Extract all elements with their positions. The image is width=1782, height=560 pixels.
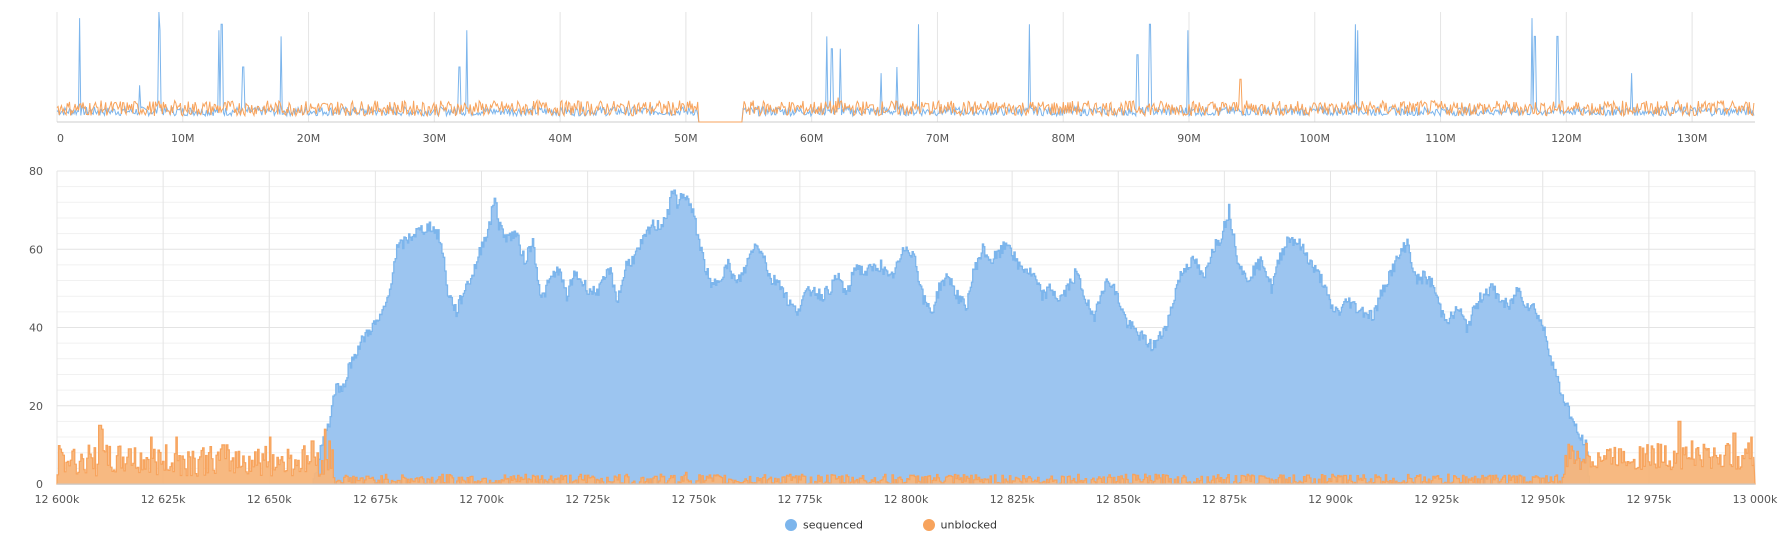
overview-x-tick-label: 70M (926, 132, 950, 145)
detail-y-tick-label: 60 (29, 243, 43, 256)
detail-x-tick-label: 12 775k (777, 493, 822, 506)
detail-x-tick-label: 12 725k (565, 493, 610, 506)
detail-x-tick-label: 12 825k (990, 493, 1035, 506)
overview-x-tick-label: 60M (800, 132, 824, 145)
legend-item-sequenced[interactable]: sequenced (785, 518, 863, 532)
overview-x-tick-label: 110M (1425, 132, 1456, 145)
detail-y-tick-label: 40 (29, 322, 43, 335)
detail-y-tick-label: 80 (29, 165, 43, 178)
detail-x-tick-label: 12 600k (35, 493, 80, 506)
overview-x-tick-label: 80M (1051, 132, 1075, 145)
detail-x-tick-label: 12 975k (1626, 493, 1671, 506)
detail-x-tick-label: 12 700k (459, 493, 504, 506)
detail-x-tick-label: 12 800k (884, 493, 929, 506)
overview-x-tick-label: 0 (57, 132, 64, 145)
legend-item-unblocked[interactable]: unblocked (922, 518, 998, 532)
detail-x-tick-label: 12 750k (671, 493, 716, 506)
detail-x-tick-label: 12 625k (141, 493, 186, 506)
detail-x-tick-label: 12 925k (1414, 493, 1459, 506)
overview-x-tick-label: 100M (1300, 132, 1331, 145)
overview-x-tick-label: 120M (1551, 132, 1582, 145)
legend-label-sequenced: sequenced (803, 518, 863, 532)
overview-x-tick-label: 20M (297, 132, 321, 145)
legend-label-unblocked: unblocked (940, 518, 998, 532)
detail-y-tick-label: 0 (36, 478, 43, 491)
series-area-sequenced (57, 189, 1755, 485)
overview-x-tick-label: 90M (1177, 132, 1201, 145)
overview-x-tick-label: 40M (548, 132, 572, 145)
overview-x-tick-label: 50M (674, 132, 698, 145)
overview-x-tick-label: 30M (423, 132, 447, 145)
overview-series-line-unblocked (56, 78, 1755, 123)
detail-x-tick-label: 12 950k (1520, 493, 1565, 506)
detail-x-tick-label: 12 875k (1202, 493, 1247, 506)
series-area-unblocked (56, 420, 1756, 485)
chart: 0 10M 20M 30M 40M 50M 60M 70M 80M 90M 100M 110M 120M… (29, 11, 1778, 506)
detail-x-tick-label: 12 675k (353, 493, 398, 506)
detail-x-tick-label: 12 900k (1308, 493, 1353, 506)
legend: sequenced unblocked (0, 518, 1782, 532)
detail-y-tick-label: 20 (29, 400, 43, 413)
legend-dot-unblocked (922, 519, 935, 532)
overview-x-tick-label: 10M (171, 132, 195, 145)
overview-x-tick-label: 130M (1677, 132, 1708, 145)
legend-dot-sequenced (785, 519, 797, 532)
detail-x-tick-label: 12 850k (1096, 493, 1141, 506)
detail-x-tick-label: 12 650k (247, 493, 292, 506)
detail-x-tick-label: 13 000k (1733, 493, 1778, 506)
